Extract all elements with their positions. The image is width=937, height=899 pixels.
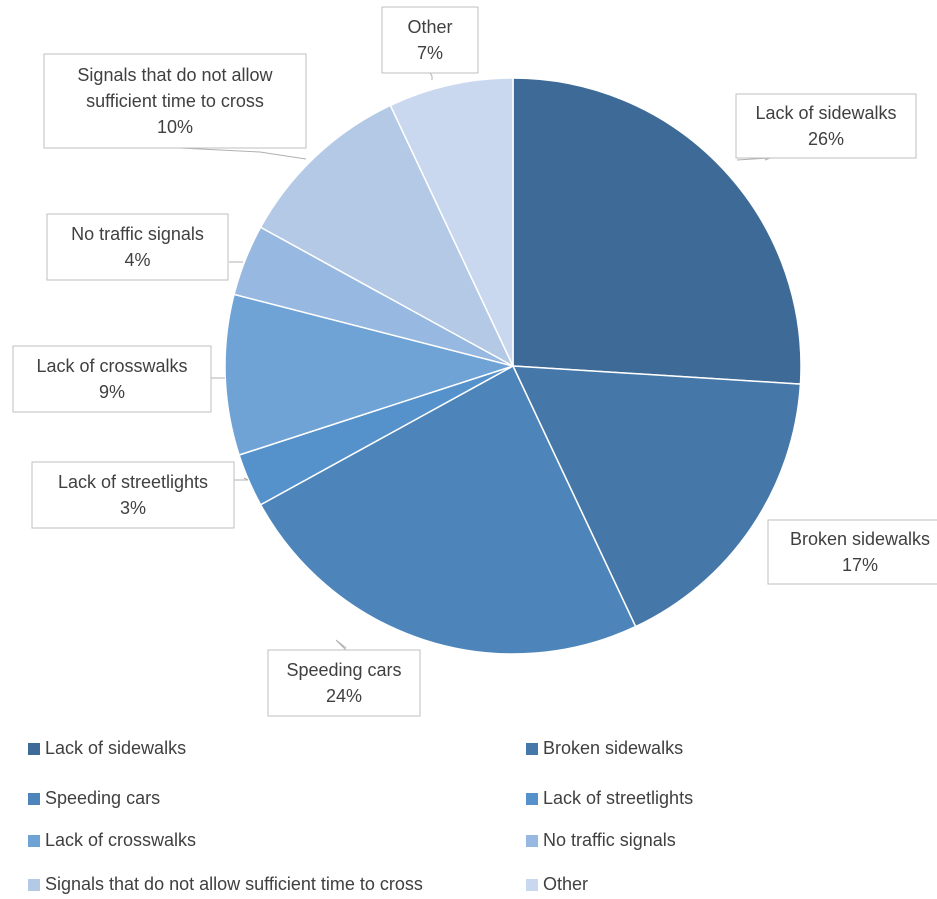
data-label-category: Lack of streetlights [58, 472, 208, 492]
leader-line-lack-of-streetlights [234, 477, 249, 481]
pie-slices [224, 77, 802, 655]
data-label-box [735, 93, 917, 159]
data-label-category: Speeding cars [286, 660, 401, 680]
leader-line-signals-that-do-not-allow-sufficient-time-to-cross [179, 147, 307, 160]
data-label-category: sufficient time to cross [86, 91, 264, 111]
pie-slice-speeding-cars [259, 364, 637, 655]
data-label-lack-of-crosswalks: Lack of crosswalks 9% [12, 345, 212, 413]
data-label-value: 26% [808, 129, 844, 149]
data-label-category: Lack of crosswalks [36, 356, 187, 376]
pie-slice-broken-sidewalks [511, 365, 802, 628]
data-label-value: 17% [842, 555, 878, 575]
data-label-value: 10% [157, 117, 193, 137]
leader-line-speeding-cars [335, 639, 347, 651]
data-labels: Lack of sidewalks 26% Broken sidewalks 17% S… [12, 6, 937, 717]
data-label-box [767, 519, 937, 585]
pie-slice-other [389, 77, 514, 367]
data-label-category: Signals that do not allow [77, 65, 273, 85]
data-label-category: Broken sidewalks [790, 529, 930, 549]
data-label-box [46, 213, 229, 281]
pie-slice-lack-of-sidewalks [512, 77, 802, 385]
data-label-box [43, 53, 307, 149]
data-label-category: Lack of sidewalks [755, 103, 896, 123]
data-label-box [267, 649, 421, 717]
data-label-speeding-cars: Speeding cars 24% [267, 649, 421, 717]
data-label-lack-of-sidewalks: Lack of sidewalks 26% [735, 93, 917, 159]
data-label-lack-of-streetlights: Lack of streetlights 3% [31, 461, 235, 529]
data-label-value: 3% [120, 498, 146, 518]
data-label-value: 7% [417, 43, 443, 63]
data-label-value: 9% [99, 382, 125, 402]
data-label-broken-sidewalks: Broken sidewalks 17% [767, 519, 937, 585]
leader-line-other [429, 72, 433, 80]
data-label-box [31, 461, 235, 529]
data-label-no-traffic-signals: No traffic signals 4% [46, 213, 229, 281]
data-label-category: Other [407, 17, 452, 37]
pie-slice-signals-that-do-not-allow-sufficient-time-to-cross [259, 104, 515, 368]
data-label-box [12, 345, 212, 413]
data-label-value: 4% [124, 250, 150, 270]
data-label-value: 24% [326, 686, 362, 706]
data-label-box [381, 6, 479, 74]
data-label-category: No traffic signals [71, 224, 204, 244]
data-label-signals-that-do-not-allow-sufficient-time-to-cross: Signals that do not allow sufficient time… [43, 53, 307, 149]
data-label-other: Other 7% [381, 6, 479, 74]
pie-slice-lack-of-crosswalks [224, 293, 516, 456]
